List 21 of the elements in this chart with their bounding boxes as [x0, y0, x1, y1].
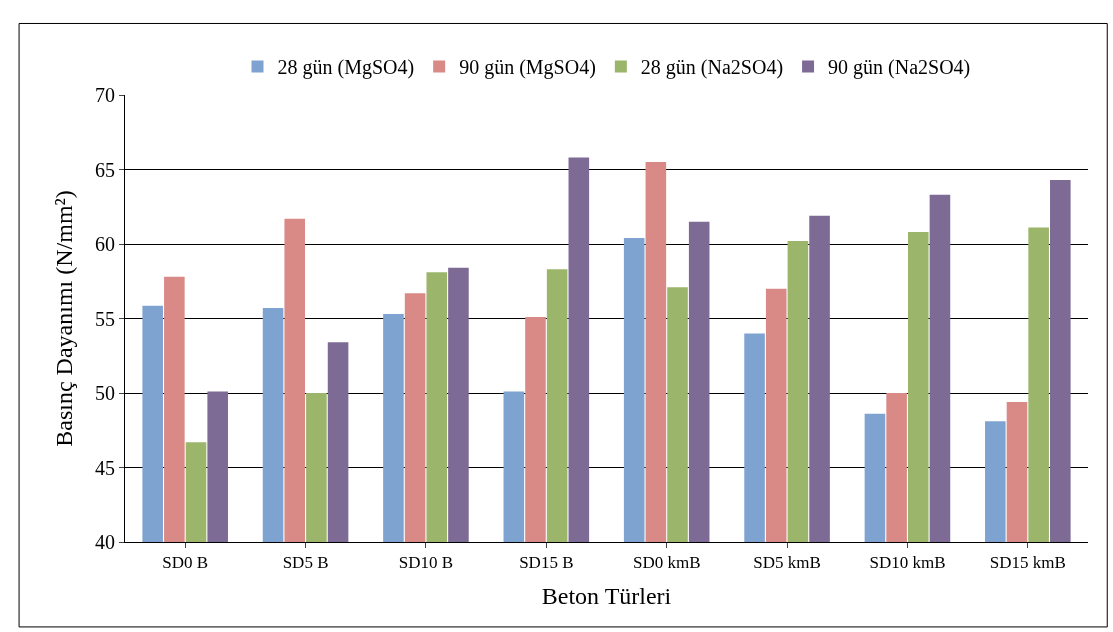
x-axis-title: Beton Türleri — [541, 582, 672, 609]
x-tick-label: SD15 B — [519, 553, 574, 573]
y-tick-label: 70 — [95, 84, 115, 106]
x-tick-label: SD15 kmB — [989, 553, 1066, 573]
y-tick-label: 60 — [95, 233, 115, 255]
x-tick-label: SD0 kmB — [632, 553, 701, 573]
legend-label: 28 gün (MgSO4) — [277, 56, 415, 80]
legend-label: 90 gün (MgSO4) — [459, 56, 596, 80]
x-tick-label: SD5 kmB — [753, 553, 821, 573]
y-axis-title: Basınç Dayanımı (N/mm²) — [51, 190, 78, 447]
x-tick-label: SD10 kmB — [869, 553, 946, 573]
y-tick-label: 45 — [95, 456, 115, 479]
x-tick-label: SD10 B — [398, 553, 454, 573]
legend-label: 28 gün (Na2SO4) — [640, 56, 784, 80]
legend-label: 90 gün (Na2SO4) — [828, 56, 971, 80]
y-tick-label: 50 — [95, 382, 115, 404]
x-tick-label: SD0 B — [162, 553, 209, 573]
x-tick-label: SD5 B — [282, 553, 329, 573]
y-tick-label: 40 — [95, 531, 115, 553]
y-tick-label: 65 — [95, 158, 115, 181]
y-tick-label: 55 — [95, 307, 115, 330]
